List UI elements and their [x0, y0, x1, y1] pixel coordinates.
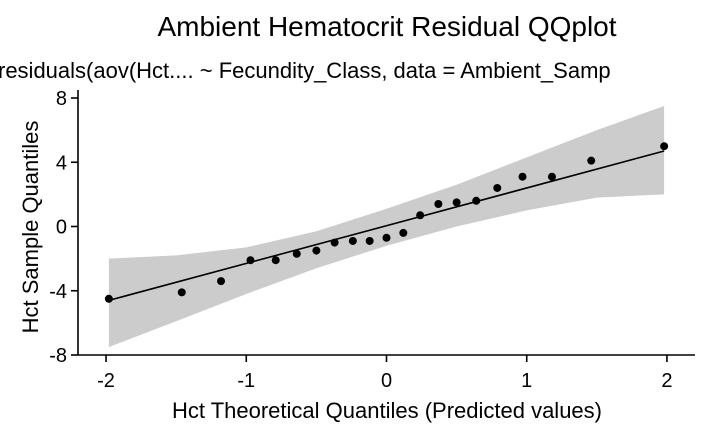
- y-tick-label: 8: [56, 88, 67, 110]
- y-tick-label: -4: [49, 281, 67, 303]
- chart-title: Ambient Hematocrit Residual QQplot: [157, 11, 616, 42]
- x-tick-label: 1: [521, 370, 532, 392]
- data-point: [330, 238, 339, 247]
- x-axis-ticks: -2 -1 0 1 2: [97, 355, 673, 392]
- y-tick-label: 4: [56, 152, 67, 174]
- x-axis-title: Hct Theoretical Quantiles (Predicted val…: [172, 398, 602, 423]
- x-tick-label: -2: [97, 370, 115, 392]
- data-point: [518, 172, 527, 181]
- data-point: [348, 236, 357, 245]
- data-point: [312, 246, 321, 255]
- data-point: [416, 211, 425, 220]
- data-point: [217, 277, 226, 286]
- x-tick-label: -1: [237, 370, 255, 392]
- y-tick-label: 0: [56, 217, 67, 239]
- data-point: [365, 236, 374, 245]
- data-point: [246, 256, 255, 265]
- data-point: [452, 198, 461, 207]
- x-tick-label: 0: [381, 370, 392, 392]
- data-point: [434, 200, 443, 209]
- x-tick-label: 2: [661, 370, 672, 392]
- data-point: [399, 228, 408, 237]
- y-tick-label: -8: [49, 345, 67, 367]
- y-axis-title: Hct Sample Quantiles: [18, 121, 43, 334]
- chart-subtitle: residuals(aov(Hct.... ~ Fecundity_Class,…: [0, 58, 611, 83]
- data-point: [271, 256, 280, 265]
- data-point: [382, 233, 391, 242]
- data-point: [104, 294, 113, 303]
- data-point: [547, 172, 556, 181]
- data-point: [177, 288, 186, 297]
- data-point: [292, 249, 301, 258]
- data-point: [587, 156, 596, 165]
- data-point: [472, 196, 481, 205]
- reference-line: [108, 150, 665, 302]
- y-axis-ticks: -8 -4 0 4 8: [49, 88, 78, 367]
- data-point: [493, 183, 502, 192]
- reference-line-layer: [108, 150, 665, 302]
- data-points-layer: [104, 142, 669, 303]
- data-point: [660, 142, 669, 151]
